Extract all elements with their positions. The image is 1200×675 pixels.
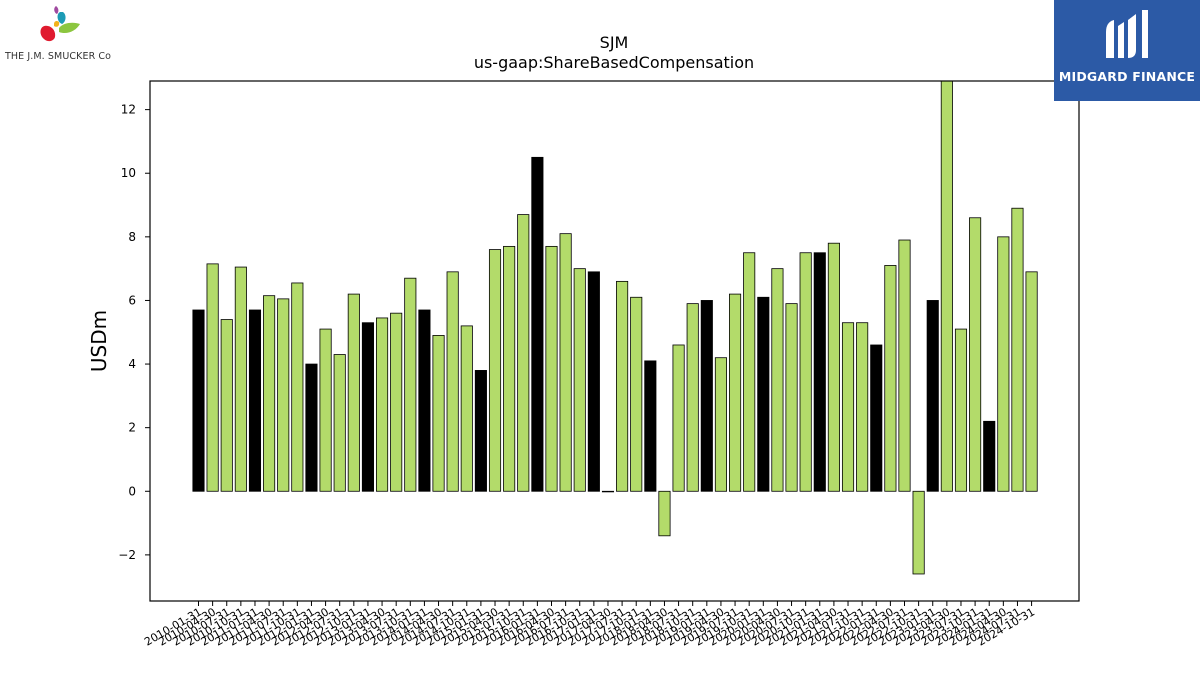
bar-2017-01-31 <box>587 271 600 492</box>
bar-2010-10-31 <box>234 266 247 492</box>
bar-2013-07-31 <box>390 312 403 492</box>
bar-2023-01-31 <box>926 300 939 492</box>
bar-2016-07-31 <box>559 233 572 492</box>
bar-2023-10-31 <box>969 217 982 492</box>
chart-title: SJM <box>600 33 629 52</box>
y-tick-label: 0 <box>128 484 136 498</box>
bar-2022-04-30 <box>884 265 897 492</box>
bar-2020-07-31 <box>785 303 798 492</box>
bar-2021-01-31 <box>813 252 826 492</box>
bar-2019-01-31 <box>700 300 713 492</box>
midgard-finance-logo: MIDGARD FINANCE <box>1054 0 1200 101</box>
bar-2017-07-31 <box>616 280 629 492</box>
bar-series <box>192 80 1038 575</box>
bar-2017-04-30 <box>601 490 615 493</box>
bar-2011-10-31 <box>291 282 304 492</box>
midgard-wordmark: MIDGARD FINANCE <box>1058 69 1196 84</box>
bar-2010-07-31 <box>220 319 233 492</box>
y-tick-label: 10 <box>121 166 136 180</box>
bar-2024-07-31 <box>1011 207 1024 492</box>
bar-2015-10-31 <box>517 214 530 492</box>
bar-2016-01-31 <box>531 156 544 492</box>
y-tick-label: 6 <box>128 293 136 307</box>
bar-2010-01-31 <box>192 309 205 492</box>
bar-2011-04-30 <box>263 295 276 492</box>
midgard-emblem-icon <box>1106 10 1148 58</box>
bar-2016-10-31 <box>573 268 586 492</box>
y-axis-ticks: −2 0 2 4 6 8 10 12 <box>118 103 150 562</box>
bar-2013-01-31 <box>361 322 374 492</box>
y-tick-label: 12 <box>121 103 136 117</box>
bar-2013-04-30 <box>376 317 389 492</box>
bar-2014-01-31 <box>418 309 431 492</box>
bar-2018-01-31 <box>644 360 657 492</box>
y-tick-label: 4 <box>128 357 136 371</box>
bar-2024-04-30 <box>997 236 1010 492</box>
bar-2012-07-31 <box>333 354 346 492</box>
bar-2012-01-31 <box>305 363 318 492</box>
bar-2011-01-31 <box>248 309 262 492</box>
bar-2015-07-31 <box>503 245 516 492</box>
x-axis-ticks: 2010-01-312010-04-302010-07-312010-10-31… <box>142 601 1037 649</box>
bar-2019-04-30 <box>714 357 727 492</box>
y-tick-label: −2 <box>118 548 136 562</box>
bar-2019-07-31 <box>729 293 742 492</box>
bar-2024-10-31 <box>1025 271 1038 492</box>
bar-2022-01-31 <box>870 344 883 492</box>
y-tick-label: 8 <box>128 230 136 244</box>
bar-2010-04-30 <box>206 263 219 492</box>
bar-2012-04-30 <box>319 328 332 492</box>
bar-2020-04-30 <box>771 268 784 492</box>
bar-2014-10-31 <box>460 325 473 492</box>
smucker-wordmark: THE J.M. SMUCKER Co <box>5 51 112 62</box>
bar-2019-10-31 <box>743 252 756 492</box>
smucker-fruit-icon <box>40 6 80 42</box>
bar-2021-07-31 <box>841 322 855 492</box>
bar-2021-10-31 <box>856 322 869 492</box>
chart-subtitle: us-gaap:ShareBasedCompensation <box>474 53 754 72</box>
bar-2014-04-30 <box>432 335 445 492</box>
bar-2021-04-30 <box>827 242 840 492</box>
bar-2024-01-31 <box>983 420 996 492</box>
bar-2011-07-31 <box>277 298 290 492</box>
y-axis-label: USDm <box>87 310 111 372</box>
bar-2015-04-30 <box>488 249 502 492</box>
bar-2013-10-31 <box>404 277 417 492</box>
bar-2015-01-31 <box>474 370 487 492</box>
y-tick-label: 2 <box>128 421 136 435</box>
bar-2017-10-31 <box>630 296 643 492</box>
bar-2023-04-30 <box>940 80 953 492</box>
bar-2018-07-31 <box>672 344 685 492</box>
bar-2018-04-30 <box>658 490 671 537</box>
bar-2023-07-31 <box>954 328 968 492</box>
bar-2020-10-31 <box>799 252 812 492</box>
bar-2014-07-31 <box>446 271 459 492</box>
plot-frame <box>149 80 1080 602</box>
bar-2018-10-31 <box>686 303 699 492</box>
bar-2012-10-31 <box>347 293 360 492</box>
bar-2016-04-30 <box>545 245 558 492</box>
bar-2020-01-31 <box>757 296 770 492</box>
smucker-logo: THE J.M. SMUCKER Co <box>4 4 124 64</box>
bar-2022-07-31 <box>898 239 911 492</box>
bar-2022-10-31 <box>912 490 925 575</box>
